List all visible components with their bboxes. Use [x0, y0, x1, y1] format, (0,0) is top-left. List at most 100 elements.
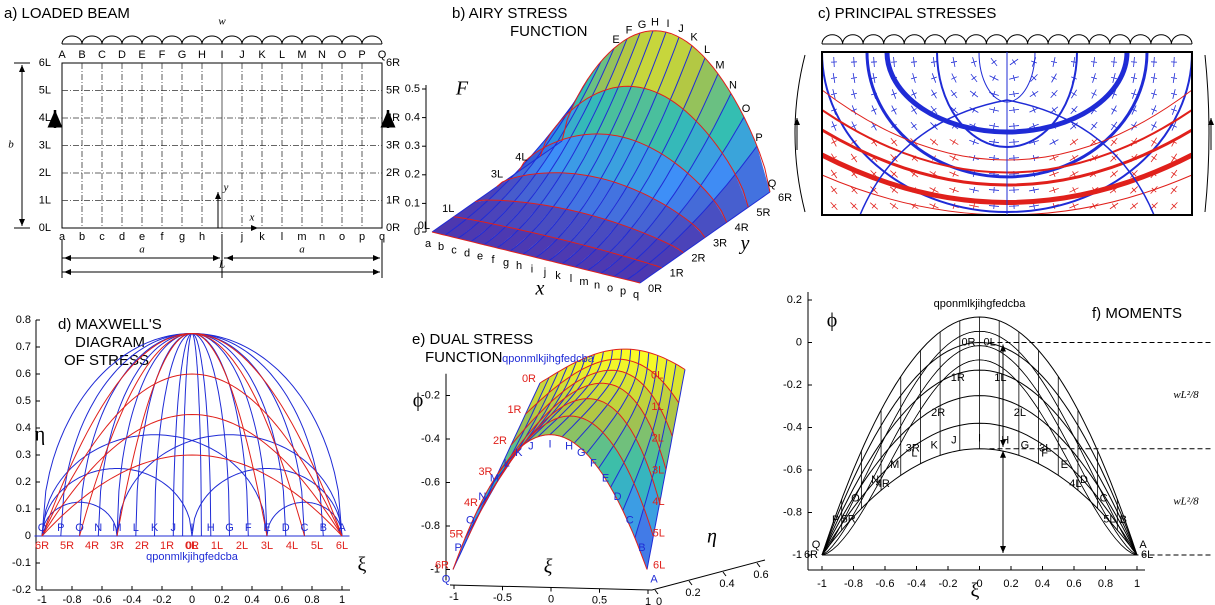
load-arc	[301, 35, 323, 45]
label: 1L	[994, 372, 1006, 384]
panel-title: FUNCTION	[425, 349, 503, 366]
surface-patch	[599, 370, 618, 385]
stress-cross	[830, 89, 838, 99]
stress-cross	[850, 73, 858, 83]
label: 4L	[652, 496, 664, 508]
stress-cross	[971, 57, 977, 67]
x-tick-label: -0.8	[63, 594, 82, 605]
label: qponmlkjihgfedcba	[146, 551, 239, 563]
label: 0L	[186, 540, 198, 552]
stress-cross	[1150, 153, 1158, 163]
stress-cross	[831, 137, 837, 147]
label: J	[171, 522, 177, 534]
x-tick-label: -1	[37, 594, 47, 605]
label: 2R	[691, 253, 705, 265]
y-tick-label: 0	[25, 530, 31, 542]
mesh-line	[467, 415, 654, 539]
surface-patch	[683, 57, 718, 122]
side-shear	[1204, 54, 1210, 213]
surface-patch	[552, 383, 575, 409]
surface-patch	[601, 255, 636, 277]
surface-patch	[471, 223, 506, 245]
surface-patch	[537, 371, 559, 404]
surface-patch	[488, 175, 523, 201]
surface-patch	[550, 390, 577, 415]
stress-cross	[949, 171, 959, 177]
stress-cross	[1111, 105, 1117, 115]
y-tick-label: 0.1	[16, 503, 31, 515]
label: K	[690, 32, 698, 44]
label: η	[35, 424, 45, 446]
surface-patch	[700, 153, 736, 201]
load-arc	[1170, 34, 1193, 45]
surface-patch	[618, 30, 653, 87]
x-tick-label: 0	[189, 594, 195, 605]
stress-curve	[154, 332, 230, 537]
z-tick-label: 0	[414, 226, 420, 238]
surface-patch	[666, 173, 701, 214]
label: O	[466, 514, 475, 526]
x-tick-label: 0.4	[1035, 578, 1050, 590]
load-arc	[201, 35, 223, 45]
load-arc	[341, 35, 363, 45]
label: J	[678, 23, 684, 35]
surface-patch	[583, 87, 619, 135]
x-tick-label: 1	[1134, 578, 1140, 590]
label: L	[218, 259, 225, 271]
surface-patch	[586, 383, 610, 400]
label: C	[98, 49, 106, 61]
surface-patch	[622, 233, 658, 260]
stress-cross	[1069, 138, 1079, 146]
label: K	[930, 439, 938, 451]
stress-cross	[851, 121, 857, 131]
label: F	[1041, 448, 1048, 460]
stress-cross	[890, 154, 898, 162]
surface-patch	[586, 361, 602, 377]
label: K	[515, 447, 523, 459]
panel-title: e) DUAL STRESS	[412, 331, 533, 348]
label: qponmlkjihgfedcba	[934, 298, 1027, 310]
stress-cross	[1170, 56, 1178, 68]
stress-cross	[1069, 171, 1079, 177]
stress-cross	[869, 202, 879, 210]
label: H	[651, 17, 659, 29]
surface-patch	[635, 238, 671, 264]
surface-patch	[622, 88, 658, 142]
label: Q	[442, 573, 451, 585]
label: 1R	[670, 268, 684, 280]
stress-curve	[182, 332, 202, 537]
surface-patch	[597, 384, 620, 405]
surface-patch	[524, 393, 549, 429]
label: 3L	[39, 139, 51, 151]
stress-cross	[871, 105, 877, 115]
stress-cross	[969, 186, 979, 194]
surface-patch	[618, 192, 653, 229]
surface-patch	[657, 214, 692, 245]
label: P	[358, 49, 365, 61]
label: Q	[812, 539, 821, 551]
stress-cross	[929, 203, 939, 209]
label: 5L	[39, 84, 51, 96]
surface-patch	[634, 456, 653, 508]
tick	[654, 589, 659, 595]
surface-patch	[496, 429, 525, 477]
label: 6L	[653, 559, 665, 571]
stress-curve	[79, 332, 305, 537]
label: I	[220, 49, 223, 61]
surface-patch	[655, 355, 667, 383]
label: 6R	[386, 57, 400, 69]
label: 5R	[386, 84, 400, 96]
panel-title: DIAGRAM	[75, 334, 145, 351]
surface-patch	[722, 117, 757, 175]
panel-title: f) MOMENTS	[1092, 305, 1182, 322]
surface-patch	[501, 173, 536, 202]
x-tick-label: -0.6	[93, 594, 112, 605]
label: 0L	[39, 222, 51, 234]
label: 3R	[478, 466, 492, 478]
label: 2L	[236, 540, 248, 552]
stress-cross	[970, 73, 978, 83]
label: 4R	[735, 222, 749, 234]
surface-patch	[563, 385, 589, 407]
label: 0L	[418, 220, 430, 232]
